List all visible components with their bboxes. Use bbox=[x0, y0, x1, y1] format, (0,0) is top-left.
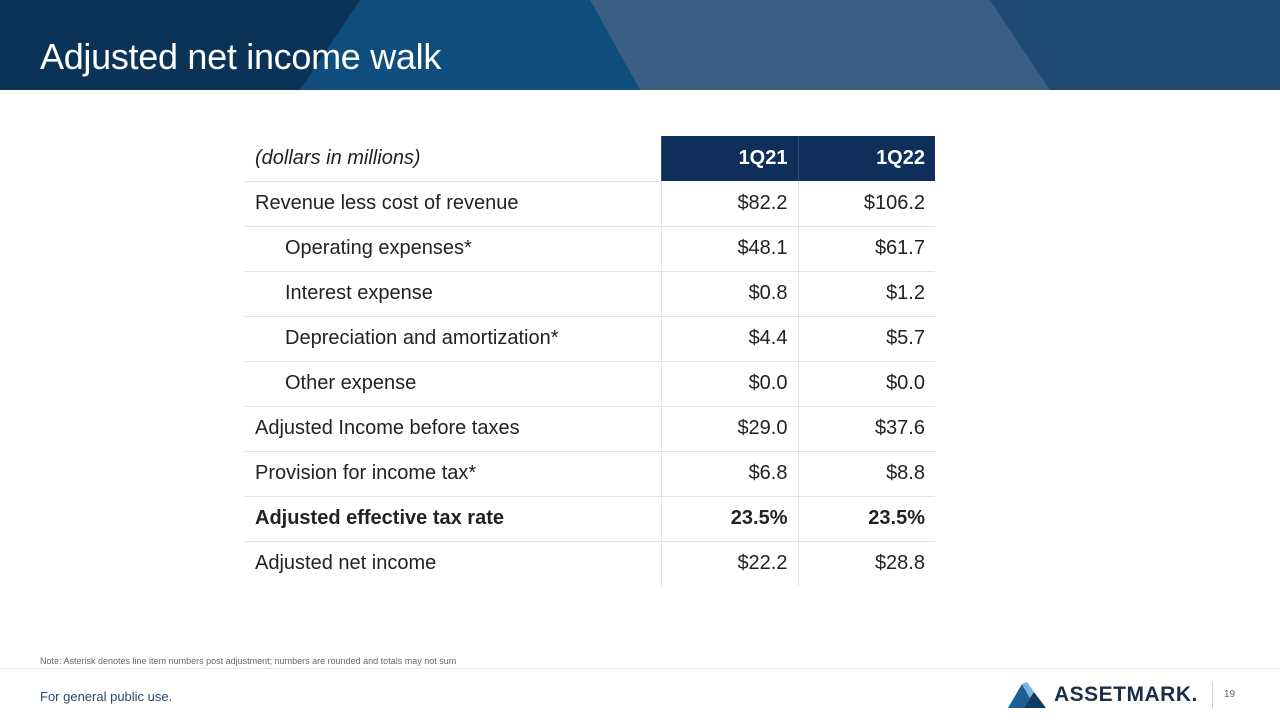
page-title: Adjusted net income walk bbox=[40, 36, 442, 77]
footnote: Note: Asterisk denotes line item numbers… bbox=[40, 656, 457, 666]
assetmark-logo: ASSETMARK. bbox=[1008, 680, 1198, 710]
row-label: Adjusted effective tax rate bbox=[245, 496, 661, 542]
table-row: Depreciation and amortization* $4.4 $5.7 bbox=[245, 316, 935, 362]
header-background-shapes bbox=[0, 0, 1280, 90]
row-label: Provision for income tax* bbox=[245, 451, 661, 497]
row-value-1q21: $4.4 bbox=[660, 316, 798, 362]
row-value-1q21: $6.8 bbox=[660, 451, 798, 497]
column-header-1q21: 1Q21 bbox=[660, 136, 798, 181]
row-value-1q21: $48.1 bbox=[660, 226, 798, 272]
income-walk-table: (dollars in millions) 1Q21 1Q22 Revenue … bbox=[245, 136, 935, 586]
table-row: Operating expenses* $48.1 $61.7 bbox=[245, 226, 935, 272]
table-row: Provision for income tax* $6.8 $8.8 bbox=[245, 451, 935, 497]
logo-mountain-icon bbox=[1008, 682, 1046, 708]
row-value-1q21: $22.2 bbox=[660, 541, 798, 586]
table-row: Adjusted Income before taxes $29.0 $37.6 bbox=[245, 406, 935, 452]
row-value-1q22: 23.5% bbox=[797, 496, 935, 542]
footer-divider bbox=[0, 668, 1280, 669]
row-label: Interest expense bbox=[245, 271, 661, 317]
table-row: Adjusted effective tax rate 23.5% 23.5% bbox=[245, 496, 935, 542]
row-value-1q21: $0.8 bbox=[660, 271, 798, 317]
row-value-1q22: $0.0 bbox=[797, 361, 935, 407]
row-value-1q22: $61.7 bbox=[797, 226, 935, 272]
row-value-1q22: $106.2 bbox=[797, 181, 935, 227]
row-label: Depreciation and amortization* bbox=[245, 316, 661, 362]
logo-text: ASSETMARK. bbox=[1054, 683, 1198, 706]
row-value-1q22: $5.7 bbox=[797, 316, 935, 362]
table-row: Revenue less cost of revenue $82.2 $106.… bbox=[245, 181, 935, 227]
row-value-1q22: $37.6 bbox=[797, 406, 935, 452]
column-header-1q22: 1Q22 bbox=[797, 136, 935, 181]
row-value-1q22: $1.2 bbox=[797, 271, 935, 317]
row-label: Adjusted net income bbox=[255, 552, 437, 575]
row-label: Revenue less cost of revenue bbox=[245, 181, 661, 227]
footer-disclaimer: For general public use. bbox=[40, 689, 173, 704]
row-label: Adjusted Income before taxes bbox=[245, 406, 661, 452]
row-value-1q22: $28.8 bbox=[797, 541, 935, 586]
row-value-1q21: $0.0 bbox=[660, 361, 798, 407]
row-label: Operating expenses* bbox=[245, 226, 661, 272]
row-value-1q21: $82.2 bbox=[660, 181, 798, 227]
slide-header: Adjusted net income walk bbox=[0, 0, 1280, 90]
table-header-row: (dollars in millions) 1Q21 1Q22 bbox=[245, 136, 935, 182]
row-value-1q21: 23.5% bbox=[660, 496, 798, 542]
table-units-label: (dollars in millions) bbox=[245, 136, 661, 182]
row-value-1q21: $29.0 bbox=[660, 406, 798, 452]
page-number: 19 bbox=[1224, 689, 1236, 700]
table-row: Adjusted net income $22.2 $28.8 bbox=[245, 541, 935, 586]
table-row: Interest expense $0.8 $1.2 bbox=[245, 271, 935, 317]
page-number-divider bbox=[1212, 682, 1213, 708]
row-value-1q22: $8.8 bbox=[797, 451, 935, 497]
row-label: Other expense bbox=[245, 361, 661, 407]
table-row: Other expense $0.0 $0.0 bbox=[245, 361, 935, 407]
